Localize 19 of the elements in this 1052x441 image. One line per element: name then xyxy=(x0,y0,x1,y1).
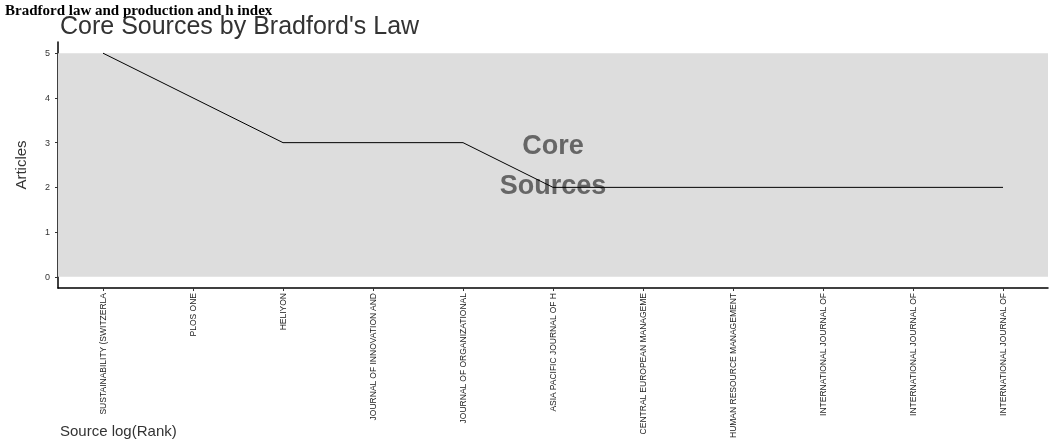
x-axis-title: Source log(Rank) xyxy=(60,422,177,439)
x-tick-label: HUMAN RESOURCE MANAGEMENT xyxy=(728,293,738,438)
y-axis-title: Articles xyxy=(12,140,29,190)
y-tick-label: 1 xyxy=(44,227,50,238)
x-tick-label: INTERNATIONAL JOURNAL OF xyxy=(818,293,828,416)
y-tick-label: 3 xyxy=(44,137,50,148)
y-tick-label: 2 xyxy=(44,182,50,193)
x-tick-label: INTERNATIONAL JOURNAL OF xyxy=(908,293,918,416)
x-tick-label: SUSTAINABILITY (SWITZERLA xyxy=(98,292,108,415)
x-tick-label: CENTRAL EUROPEAN MANAGEME xyxy=(638,292,648,435)
x-tick-label: JOURNAL OF ORGANIZATIONAL xyxy=(458,292,468,424)
x-tick-label: PLOS ONE xyxy=(188,292,198,337)
y-tick-label: 5 xyxy=(44,48,50,59)
x-tick-label: INTERNATIONAL JOURNAL OF xyxy=(998,293,1008,416)
y-tick-label: 0 xyxy=(44,271,50,282)
x-tick-label: HELIYON xyxy=(278,293,288,331)
x-tick-label: ASIA PACIFIC JOURNAL OF H xyxy=(548,293,558,412)
y-tick-label: 4 xyxy=(44,92,50,103)
x-tick-label: JOURNAL OF INNOVATION AND xyxy=(368,293,378,421)
